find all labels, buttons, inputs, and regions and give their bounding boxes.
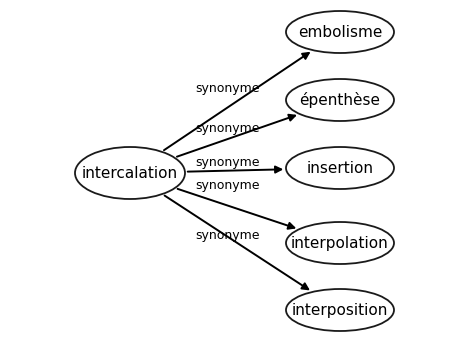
Text: interpolation: interpolation bbox=[291, 236, 389, 251]
Ellipse shape bbox=[286, 147, 394, 189]
Ellipse shape bbox=[286, 289, 394, 331]
Text: synonyme: synonyme bbox=[196, 121, 260, 135]
Text: insertion: insertion bbox=[307, 161, 374, 176]
Ellipse shape bbox=[286, 222, 394, 264]
Text: synonyme: synonyme bbox=[196, 229, 260, 242]
Ellipse shape bbox=[75, 147, 185, 199]
Text: intercalation: intercalation bbox=[82, 166, 178, 180]
Ellipse shape bbox=[286, 11, 394, 53]
Text: synonyme: synonyme bbox=[196, 82, 260, 94]
Text: épenthèse: épenthèse bbox=[299, 92, 380, 108]
Text: synonyme: synonyme bbox=[196, 178, 260, 192]
Text: embolisme: embolisme bbox=[298, 25, 382, 40]
Text: synonyme: synonyme bbox=[196, 155, 260, 169]
Text: interposition: interposition bbox=[292, 303, 388, 318]
Ellipse shape bbox=[286, 79, 394, 121]
